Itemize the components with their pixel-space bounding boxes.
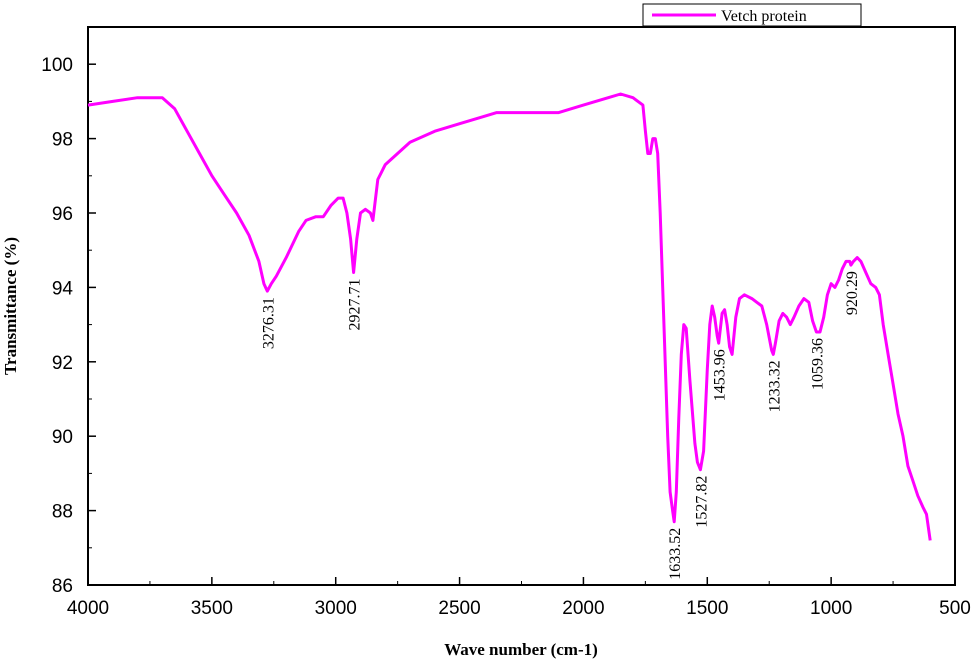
x-tick-label: 1000: [810, 598, 852, 619]
y-tick-label: 96: [52, 204, 73, 225]
peak-label: 1233.32: [766, 360, 783, 412]
x-tick-label: 2500: [438, 598, 480, 619]
peak-annotations: 3276.31 2927.71 1633.52 1527.82 1453.96 1233.…: [260, 271, 861, 580]
x-axis-title: Wave number (cm-1): [444, 640, 598, 659]
x-tick-label: 3500: [191, 598, 233, 619]
peak-label: 1527.82: [693, 476, 710, 528]
y-axis-title: Transmittance (%): [1, 237, 20, 375]
x-tick-label: 2000: [562, 598, 604, 619]
legend-label: Vetch protein: [721, 8, 807, 25]
y-tick-label: 98: [52, 130, 73, 151]
tick-labels: 4000 3500 3000 2500 2000 1500 1000 500 86 88 90 92 9…: [41, 55, 971, 619]
y-tick-label: 92: [52, 353, 73, 374]
x-tick-label: 3000: [315, 598, 357, 619]
x-tick-label: 500: [939, 598, 971, 619]
peak-label: 1453.96: [712, 349, 729, 401]
peak-label: 2927.71: [347, 279, 364, 331]
y-tick-label: 94: [52, 278, 74, 299]
series-line-vetch-protein: [87, 92, 932, 541]
peak-label: 1633.52: [667, 528, 684, 580]
peak-label: 920.29: [844, 271, 861, 315]
x-tick-label: 1500: [686, 598, 728, 619]
x-tick-label: 4000: [67, 598, 109, 619]
y-tick-label: 90: [52, 427, 73, 448]
legend-box: [642, 3, 862, 27]
y-tick-label: 100: [41, 55, 73, 76]
peak-label: 3276.31: [260, 297, 277, 349]
y-tick-label: 86: [52, 576, 73, 597]
peak-label: 1059.36: [809, 338, 826, 390]
legend: Vetch protein: [642, 3, 862, 27]
axis-ticks: [87, 63, 956, 586]
y-tick-label: 88: [52, 502, 73, 523]
